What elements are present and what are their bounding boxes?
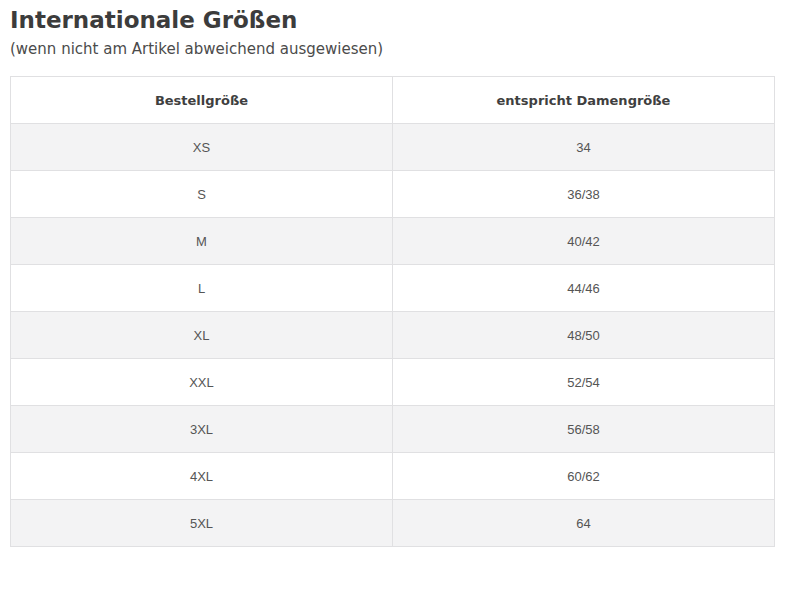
cell-order-size: 3XL: [11, 406, 393, 453]
cell-womens-size: 44/46: [393, 265, 775, 312]
cell-womens-size: 40/42: [393, 218, 775, 265]
cell-womens-size: 56/58: [393, 406, 775, 453]
column-header-order-size: Bestellgröße: [11, 77, 393, 124]
table-row: L44/46: [11, 265, 775, 312]
cell-womens-size: 52/54: [393, 359, 775, 406]
size-table-header: Bestellgröße entspricht Damengröße: [11, 77, 775, 124]
cell-womens-size: 34: [393, 124, 775, 171]
cell-womens-size: 60/62: [393, 453, 775, 500]
cell-order-size: L: [11, 265, 393, 312]
cell-order-size: XL: [11, 312, 393, 359]
table-row: XS34: [11, 124, 775, 171]
page-subtitle: (wenn nicht am Artikel abweichend ausgew…: [10, 40, 786, 60]
table-row: 3XL56/58: [11, 406, 775, 453]
size-table-body: XS34S36/38M40/42L44/46XL48/50XXL52/543XL…: [11, 124, 775, 547]
size-conversion-table: Bestellgröße entspricht Damengröße XS34S…: [10, 76, 775, 547]
table-row: XXL52/54: [11, 359, 775, 406]
cell-womens-size: 64: [393, 500, 775, 547]
cell-order-size: XS: [11, 124, 393, 171]
column-header-womens-size: entspricht Damengröße: [393, 77, 775, 124]
table-row: 5XL64: [11, 500, 775, 547]
table-row: XL48/50: [11, 312, 775, 359]
cell-order-size: 4XL: [11, 453, 393, 500]
table-row: M40/42: [11, 218, 775, 265]
page-title: Internationale Größen: [10, 6, 786, 35]
size-info-page: Internationale Größen (wenn nicht am Art…: [0, 0, 796, 547]
table-header-row: Bestellgröße entspricht Damengröße: [11, 77, 775, 124]
cell-order-size: 5XL: [11, 500, 393, 547]
cell-order-size: S: [11, 171, 393, 218]
table-row: S36/38: [11, 171, 775, 218]
cell-order-size: M: [11, 218, 393, 265]
table-row: 4XL60/62: [11, 453, 775, 500]
cell-womens-size: 36/38: [393, 171, 775, 218]
cell-womens-size: 48/50: [393, 312, 775, 359]
cell-order-size: XXL: [11, 359, 393, 406]
